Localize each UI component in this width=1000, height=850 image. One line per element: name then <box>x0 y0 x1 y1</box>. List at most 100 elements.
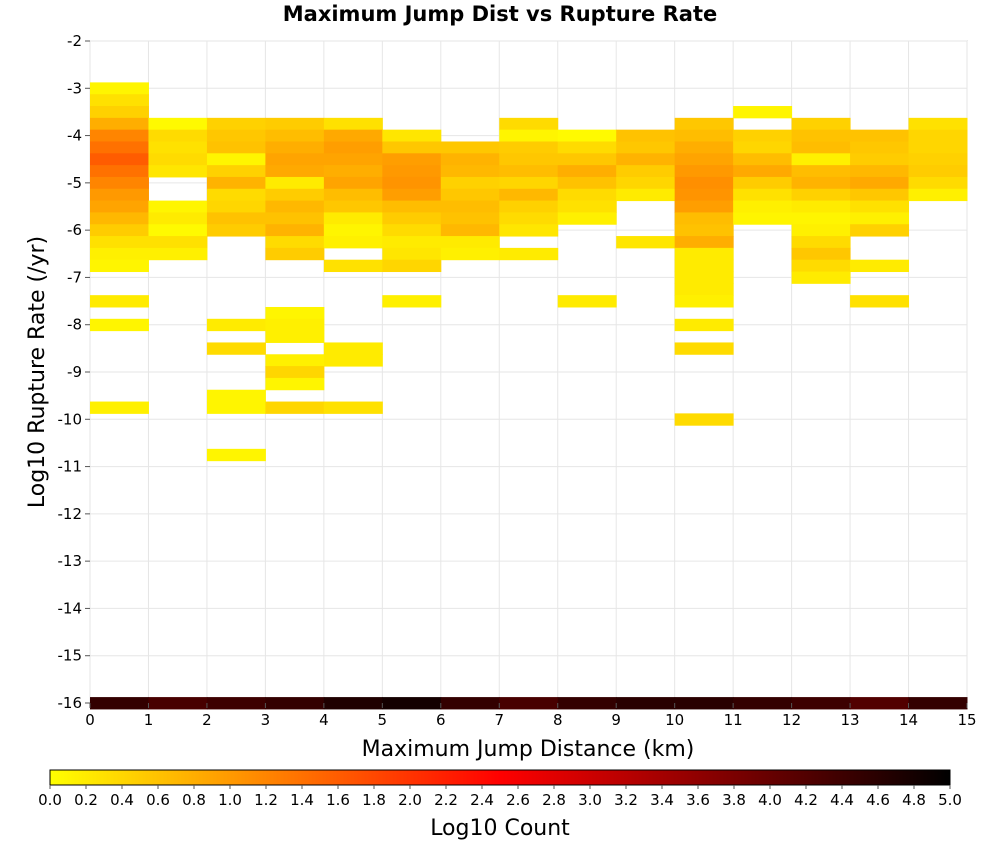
heatmap-cell <box>733 200 793 213</box>
x-tick-label: 7 <box>494 711 504 729</box>
heatmap-cell <box>499 129 559 142</box>
heatmap-cell <box>323 129 383 142</box>
heatmap-cell <box>499 188 559 202</box>
heatmap-cell <box>323 697 383 710</box>
heatmap-cell <box>499 165 559 178</box>
heatmap-cell <box>791 271 851 284</box>
heatmap-cell <box>265 153 325 166</box>
heatmap-cell <box>90 176 149 190</box>
heatmap-cell <box>323 259 383 273</box>
heatmap-cell <box>90 295 149 308</box>
heatmap-cell <box>206 176 266 190</box>
colorbar-tick-label: 0.6 <box>146 791 170 809</box>
heatmap-cell <box>323 224 383 237</box>
heatmap-cell <box>791 153 851 166</box>
heatmap-cell <box>850 295 910 308</box>
colorbar-tick-label: 4.0 <box>758 791 782 809</box>
colorbar-tick-label: 1.4 <box>290 791 314 809</box>
heatmap-cell <box>323 354 383 367</box>
heatmap-cell <box>908 697 968 710</box>
y-tick-label: -15 <box>58 647 83 665</box>
heatmap-cell <box>733 141 793 154</box>
heatmap-cell <box>206 188 266 202</box>
heatmap-cell <box>206 224 266 237</box>
heatmap-cell <box>90 697 149 710</box>
heatmap-cell <box>908 188 968 202</box>
heatmap-cell <box>733 188 793 202</box>
heatmap-cell <box>674 318 734 332</box>
heatmap-cell <box>323 117 383 131</box>
heatmap-cell <box>557 697 617 710</box>
heatmap-cell <box>908 141 968 154</box>
heatmap-cell <box>791 117 851 131</box>
heatmap-cell <box>499 117 559 131</box>
x-tick-label: 15 <box>957 711 976 729</box>
heatmap-cell <box>90 165 149 178</box>
x-tick-label: 14 <box>899 711 918 729</box>
colorbar-tick-label: 0.2 <box>74 791 98 809</box>
heatmap-cell <box>265 697 325 710</box>
heatmap-cell <box>90 318 149 332</box>
heatmap-cell <box>206 153 266 166</box>
heatmap-cell <box>148 165 208 178</box>
heatmap-cell <box>733 176 793 190</box>
heatmap-cell <box>382 176 442 190</box>
heatmap-cell <box>674 153 734 166</box>
y-tick-label: -9 <box>67 363 82 381</box>
heatmap-cell <box>440 200 500 213</box>
heatmap-cell <box>206 212 266 225</box>
heatmap-cell <box>791 247 851 261</box>
heatmap-cell <box>557 141 617 154</box>
x-tick-label: 0 <box>85 711 95 729</box>
colorbar-tick-label: 1.6 <box>326 791 350 809</box>
heatmap-cell <box>791 259 851 273</box>
heatmap-cell <box>206 697 266 710</box>
heatmap-cell <box>674 283 734 296</box>
heatmap-cell <box>265 236 325 249</box>
heatmap-cell <box>90 117 149 131</box>
y-tick-label: -10 <box>58 410 83 428</box>
heatmap-cell <box>148 129 208 142</box>
heatmap-cell <box>265 188 325 202</box>
heatmap-cell <box>499 224 559 237</box>
heatmap-cell <box>791 200 851 213</box>
colorbar-tick-label: 4.8 <box>902 791 926 809</box>
heatmap-cell <box>382 247 442 261</box>
heatmap-cell <box>791 165 851 178</box>
heatmap-cell <box>382 697 442 710</box>
heatmap-cell <box>791 129 851 142</box>
heatmap-cell <box>206 401 266 414</box>
heatmap-cell <box>850 176 910 190</box>
colorbar-tick-label: 3.2 <box>614 791 638 809</box>
heatmap-cell <box>850 188 910 202</box>
heatmap-cell <box>908 165 968 178</box>
y-tick-label: -14 <box>58 599 83 617</box>
heatmap-cell <box>850 224 910 237</box>
heatmap-cell <box>850 200 910 213</box>
heatmap-cell <box>499 176 559 190</box>
heatmap-cell <box>733 129 793 142</box>
heatmap-cell <box>674 697 734 710</box>
heatmap-cell <box>908 153 968 166</box>
heatmap-cell <box>674 295 734 308</box>
chart-title: Maximum Jump Dist vs Rupture Rate <box>282 2 718 26</box>
heatmap-cell <box>616 188 676 202</box>
heatmap-cell <box>733 697 793 710</box>
y-tick-label: -2 <box>67 32 82 50</box>
heatmap-cell <box>733 212 793 225</box>
heatmap-cell <box>206 129 266 142</box>
colorbar <box>49 769 951 786</box>
heatmap-cell <box>499 153 559 166</box>
heatmap-cell <box>265 165 325 178</box>
x-tick-label: 2 <box>202 711 212 729</box>
heatmap-cell <box>382 129 442 142</box>
heatmap-cell <box>616 697 676 710</box>
heatmap-cell <box>206 389 266 403</box>
heatmap-cell <box>440 247 500 261</box>
heatmap-cell <box>206 141 266 154</box>
heatmap-cell <box>499 141 559 154</box>
heatmap-cell <box>90 200 149 213</box>
x-tick-label: 10 <box>665 711 684 729</box>
heatmap-cell <box>733 106 793 119</box>
heatmap-cell <box>850 153 910 166</box>
